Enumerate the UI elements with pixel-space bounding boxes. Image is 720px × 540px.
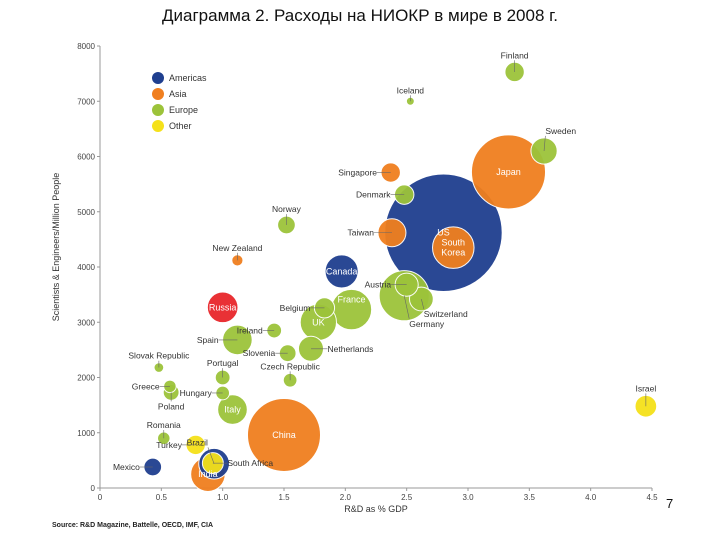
label-south-korea-line: South (442, 238, 466, 248)
label-finland: Finland (501, 50, 529, 60)
legend-label-europe: Europe (169, 105, 198, 115)
x-tick-label: 4.5 (646, 493, 658, 502)
label-spain: Spain (197, 335, 219, 345)
bubble-south-korea (432, 226, 475, 269)
y-tick-label: 0 (91, 484, 96, 493)
label-taiwan: Taiwan (347, 228, 374, 238)
label-south-korea-line: Korea (441, 248, 465, 258)
label-russia: Russia (209, 302, 237, 312)
label-china: China (272, 430, 296, 440)
label-germany: Germany (409, 319, 445, 329)
x-tick-label: 4.0 (585, 493, 597, 502)
legend-swatch-asia (152, 88, 164, 100)
label-uk: UK (312, 317, 325, 327)
y-tick-label: 5000 (77, 208, 95, 217)
legend-label-other: Other (169, 121, 192, 131)
label-switzerland-leader (421, 298, 425, 309)
label-belgium: Belgium (280, 303, 311, 313)
legend-label-asia: Asia (169, 89, 187, 99)
y-tick-label: 4000 (77, 263, 95, 272)
legend-swatch-americas (152, 72, 164, 84)
y-tick-label: 6000 (77, 153, 95, 162)
y-axis-title: Scientists & Engineers/Million People (51, 173, 61, 322)
bubble-italy (217, 394, 248, 425)
bubble-japan (470, 134, 547, 210)
x-tick-label: 2.5 (401, 493, 413, 502)
label-canada: Canada (326, 266, 358, 276)
bubble-china (246, 397, 322, 472)
chart-bubbles (143, 61, 658, 492)
label-slovak-republic: Slovak Republic (128, 351, 190, 361)
x-tick-label: 2.0 (340, 493, 352, 502)
label-norway: Norway (272, 204, 302, 214)
x-tick-label: 0 (98, 493, 103, 502)
label-slovenia: Slovenia (243, 348, 276, 358)
label-italy: Italy (224, 405, 241, 415)
label-singapore: Singapore (338, 168, 377, 178)
label-france: France (337, 294, 365, 304)
bubble-canada (324, 254, 359, 289)
legend-swatch-europe (152, 104, 164, 116)
label-denmark: Denmark (356, 190, 391, 200)
label-netherlands: Netherlands (328, 344, 374, 354)
legend-swatch-other (152, 120, 164, 132)
page-number: 7 (666, 496, 674, 511)
label-hungary: Hungary (180, 388, 213, 398)
source-note: Source: R&D Magazine, Battelle, OECD, IM… (52, 522, 214, 529)
label-romania: Romania (147, 420, 181, 430)
label-ireland: Ireland (237, 326, 263, 336)
label-sweden-leader (543, 135, 546, 152)
chart-labels: US Japan China South Korea Germany France UK Can… (113, 50, 656, 479)
x-tick-label: 1.0 (217, 493, 229, 502)
label-israel: Israel (635, 383, 656, 393)
label-austria: Austria (365, 280, 392, 290)
label-czech-republic: Czech Republic (260, 361, 320, 371)
x-tick-label: 3.5 (524, 493, 536, 502)
y-tick-label: 3000 (77, 318, 95, 327)
label-new-zealand: New Zealand (212, 243, 262, 253)
label-south-korea: South Korea (441, 238, 465, 258)
label-south-africa: South Africa (227, 458, 273, 468)
x-tick-label: 1.5 (278, 493, 290, 502)
chart-legend: Americas Asia Europe Other (152, 72, 207, 132)
label-brazil-leader (207, 447, 215, 464)
x-axis-title: R&D as % GDP (344, 504, 408, 514)
x-tick-label: 0.5 (156, 493, 168, 502)
label-turkey: Turkey (156, 440, 182, 450)
slide-title: Диаграмма 2. Расходы на НИОКР в мире в 2… (162, 6, 558, 25)
label-germany-leader (403, 295, 410, 319)
label-switzerland: Switzerland (424, 309, 468, 319)
label-iceland: Iceland (397, 85, 425, 95)
y-tick-label: 8000 (77, 42, 95, 51)
y-tick-label: 2000 (77, 374, 95, 383)
y-tick-label: 1000 (77, 429, 95, 438)
label-japan: Japan (496, 167, 521, 177)
label-brazil: Brazil (187, 437, 208, 447)
x-tick-label: 3.0 (462, 493, 474, 502)
label-portugal: Portugal (207, 358, 239, 368)
label-sweden: Sweden (545, 126, 576, 136)
label-india: India (198, 469, 218, 479)
label-mexico: Mexico (113, 462, 140, 472)
legend-label-americas: Americas (169, 73, 207, 83)
bubble-russia (206, 291, 239, 324)
label-us: US (437, 228, 450, 238)
chart-axes: 0 0.5 1.0 1.5 2.0 2.5 3.0 3.5 4.0 4.5 0 1000 2000 300… (51, 42, 658, 514)
label-poland: Poland (158, 401, 185, 411)
y-tick-label: 7000 (77, 97, 95, 106)
label-greece: Greece (132, 381, 160, 391)
